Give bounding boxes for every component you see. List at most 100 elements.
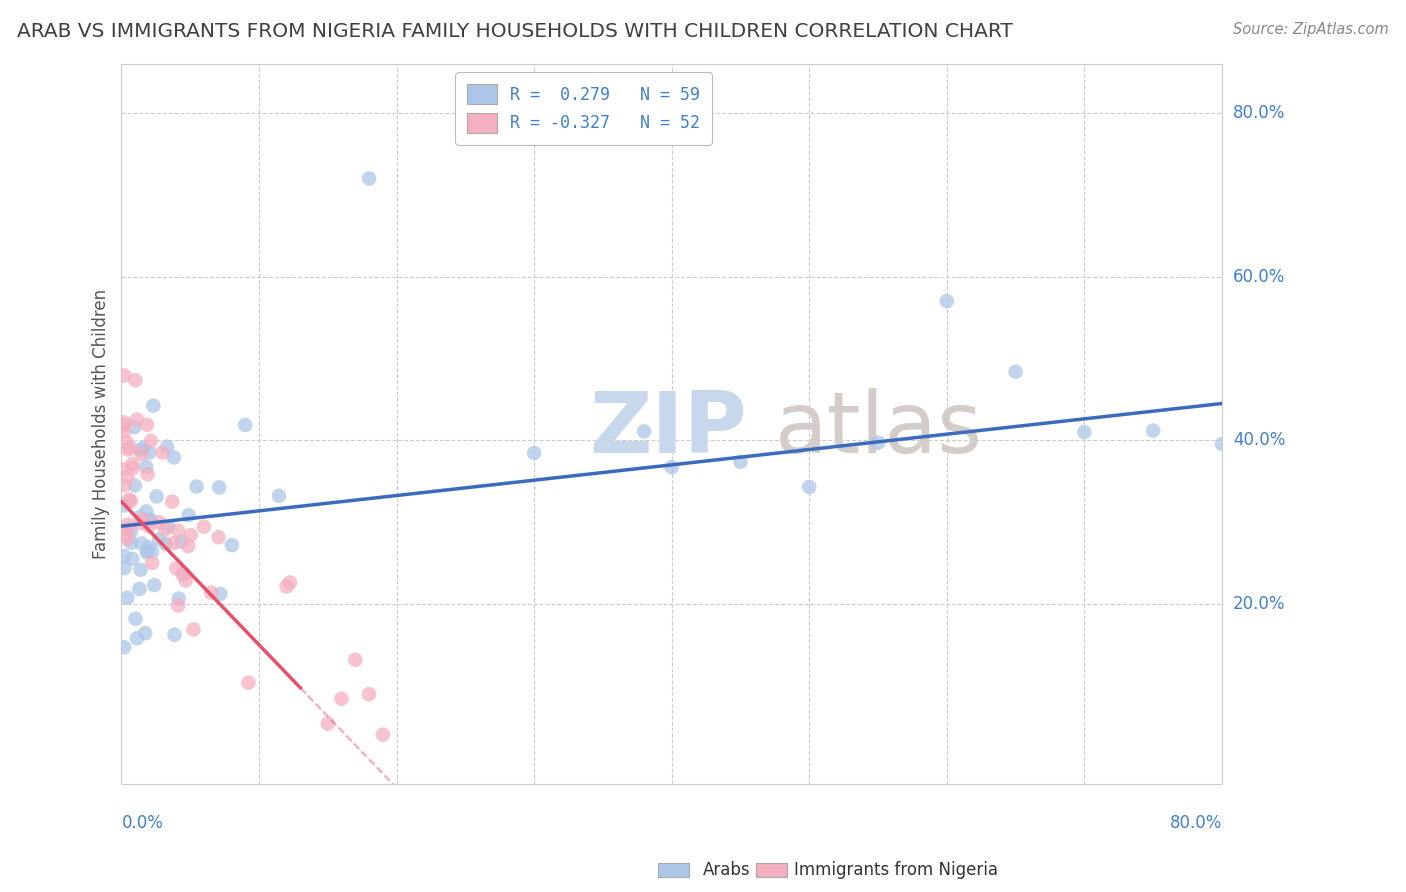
Point <box>155 537 177 551</box>
Point <box>163 450 186 465</box>
Point <box>129 563 152 577</box>
Point <box>114 561 136 575</box>
Point <box>730 455 752 469</box>
Point <box>157 519 180 533</box>
Text: Arabs: Arabs <box>703 861 751 879</box>
Point <box>136 540 159 554</box>
Point <box>112 478 135 492</box>
Point <box>112 418 135 433</box>
Point <box>124 612 146 626</box>
Point <box>170 534 193 549</box>
Point <box>148 532 170 546</box>
Point <box>112 549 135 563</box>
Point <box>139 514 162 528</box>
Point <box>112 640 135 655</box>
Point <box>138 445 160 459</box>
Point <box>209 587 232 601</box>
Text: atlas: atlas <box>775 388 983 471</box>
Text: Source: ZipAtlas.com: Source: ZipAtlas.com <box>1233 22 1389 37</box>
Point <box>128 582 150 596</box>
Point <box>121 461 143 475</box>
Point <box>276 580 298 594</box>
Point <box>173 566 195 581</box>
Point <box>172 567 194 582</box>
Point <box>131 512 153 526</box>
Point <box>136 417 159 432</box>
Point <box>117 517 139 532</box>
Point <box>117 591 139 605</box>
Point <box>233 417 256 432</box>
Point <box>145 489 167 503</box>
Point <box>141 556 163 570</box>
Point <box>120 494 142 508</box>
Point <box>112 368 135 383</box>
Point <box>115 532 138 546</box>
Point <box>163 628 186 642</box>
Point <box>117 522 139 536</box>
Point <box>124 420 146 434</box>
Point <box>799 480 821 494</box>
Point <box>167 591 190 606</box>
Point <box>125 412 148 426</box>
Text: Immigrants from Nigeria: Immigrants from Nigeria <box>794 861 998 879</box>
Point <box>132 441 155 455</box>
Point <box>135 504 157 518</box>
Text: 60.0%: 60.0% <box>1233 268 1285 285</box>
Point <box>661 460 683 475</box>
Point <box>523 446 546 460</box>
Point <box>112 528 135 542</box>
Point <box>1211 437 1233 451</box>
Point <box>357 687 380 701</box>
Point <box>143 578 166 592</box>
Point <box>139 434 162 448</box>
Point <box>135 459 157 474</box>
Point <box>163 536 186 550</box>
Point <box>935 294 957 309</box>
Point <box>124 373 146 387</box>
Point <box>131 447 153 461</box>
Y-axis label: Family Households with Children: Family Households with Children <box>93 289 110 559</box>
Point <box>129 442 152 457</box>
Point <box>160 494 183 508</box>
Point <box>117 442 139 457</box>
Point <box>112 424 135 438</box>
Point <box>177 539 200 553</box>
Point <box>129 516 152 530</box>
Point <box>183 623 205 637</box>
Point <box>138 519 160 533</box>
Point <box>238 675 260 690</box>
Text: 80.0%: 80.0% <box>1170 814 1222 832</box>
Point <box>134 626 156 640</box>
Point <box>866 435 889 450</box>
Point <box>1004 365 1026 379</box>
Point <box>121 552 143 566</box>
Point <box>193 519 215 533</box>
Point <box>141 544 163 558</box>
Point <box>129 510 152 524</box>
Point <box>371 728 394 742</box>
Point <box>316 716 339 731</box>
Point <box>135 545 157 559</box>
Point <box>153 523 176 537</box>
Point <box>330 691 353 706</box>
Point <box>129 536 152 550</box>
Point <box>200 585 222 599</box>
Point <box>139 512 162 526</box>
Point <box>208 480 231 494</box>
Point <box>115 434 138 449</box>
Point <box>125 632 148 646</box>
Point <box>121 457 143 471</box>
Point <box>120 535 142 549</box>
Point <box>117 470 139 484</box>
Text: 20.0%: 20.0% <box>1233 595 1285 613</box>
Text: ARAB VS IMMIGRANTS FROM NIGERIA FAMILY HOUSEHOLDS WITH CHILDREN CORRELATION CHAR: ARAB VS IMMIGRANTS FROM NIGERIA FAMILY H… <box>17 22 1012 41</box>
Point <box>207 530 229 544</box>
Point <box>344 653 367 667</box>
Point <box>165 561 187 575</box>
Point <box>152 445 174 459</box>
Point <box>112 462 135 476</box>
Point <box>112 416 135 430</box>
Point <box>221 538 243 552</box>
Point <box>1142 424 1164 438</box>
Point <box>136 467 159 482</box>
